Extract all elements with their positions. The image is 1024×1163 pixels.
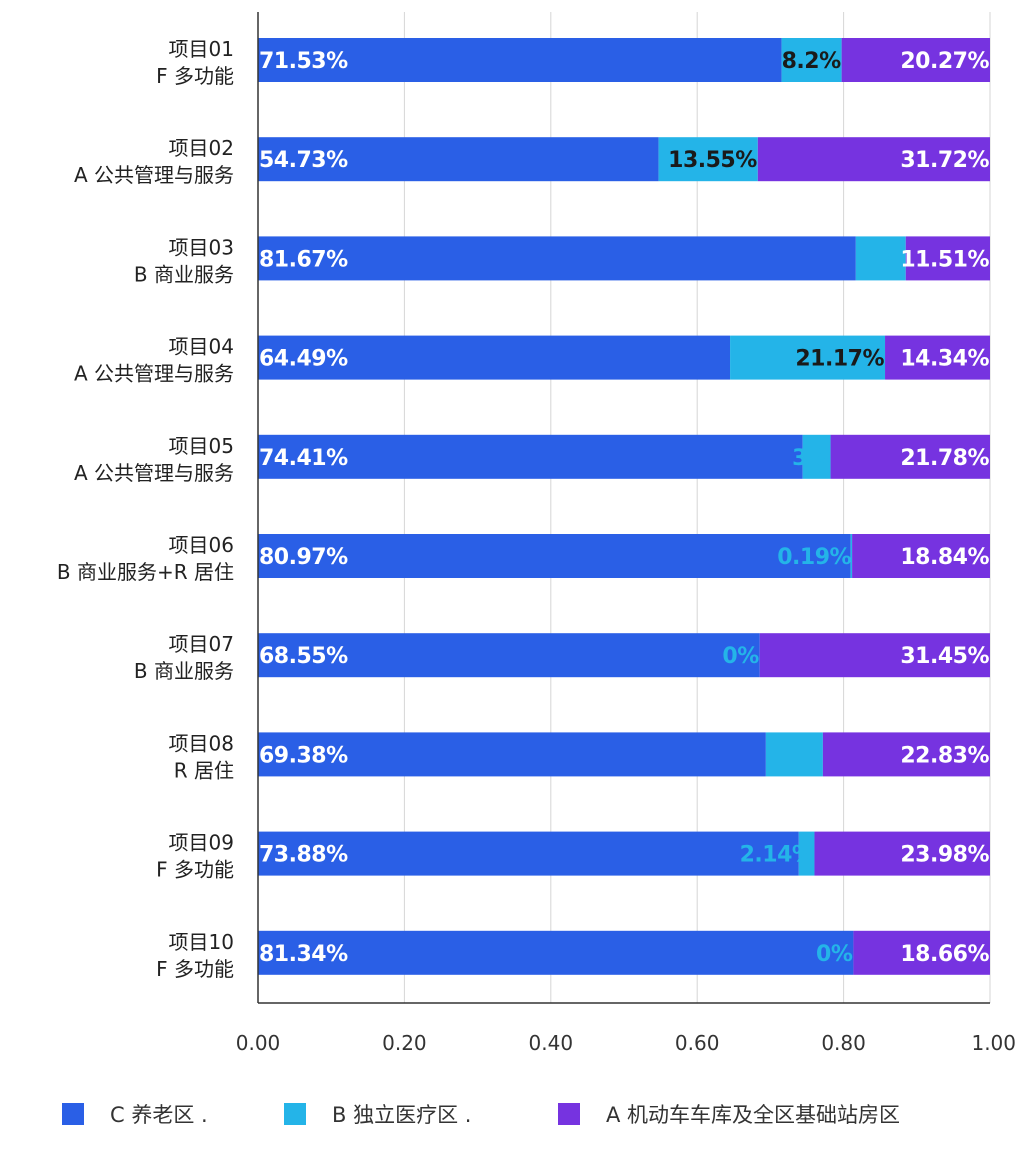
bar-segment bbox=[759, 633, 990, 678]
category-label: A 公共管理与服务 bbox=[74, 163, 234, 187]
category-label: 项目08 bbox=[169, 731, 234, 755]
bar-segment bbox=[841, 38, 990, 82]
category-label: 项目06 bbox=[169, 533, 234, 557]
bar-segment bbox=[798, 831, 815, 876]
category-label: B 商业服务 bbox=[134, 262, 234, 286]
bar-segment bbox=[802, 434, 831, 479]
category-label: 项目02 bbox=[169, 136, 234, 160]
data-label: 64.49% bbox=[259, 347, 348, 372]
x-tick-label: 1.00 bbox=[971, 1031, 1016, 1055]
x-tick-label: 0.20 bbox=[382, 1031, 427, 1055]
data-label: 2.14% bbox=[740, 843, 814, 868]
bar-segment bbox=[258, 534, 851, 578]
bar-segment bbox=[765, 732, 823, 777]
category-label: F 多功能 bbox=[156, 957, 234, 981]
data-label: 74.41% bbox=[259, 446, 348, 471]
category-label: A 公共管理与服务 bbox=[74, 362, 234, 386]
data-label: 80.97% bbox=[259, 545, 348, 570]
data-label: 7 bbox=[807, 743, 822, 768]
data-label: 31.45% bbox=[900, 644, 989, 669]
data-label: 71.53% bbox=[259, 49, 348, 74]
bar-segment bbox=[258, 137, 659, 182]
data-label: 81.67% bbox=[259, 247, 348, 272]
bar-segment bbox=[850, 534, 853, 578]
bar-segment bbox=[258, 831, 799, 876]
bar-segment bbox=[822, 732, 990, 777]
bar-segment bbox=[258, 633, 760, 678]
category-label: B 商业服务 bbox=[134, 659, 234, 683]
category-label: 项目07 bbox=[169, 632, 234, 656]
x-tick-label: 0.00 bbox=[236, 1031, 281, 1055]
bar-segment bbox=[658, 137, 758, 182]
category-label: 项目05 bbox=[169, 434, 234, 458]
data-label: 0% bbox=[722, 644, 759, 669]
bar-segment bbox=[258, 236, 856, 281]
data-label: 22.83% bbox=[900, 743, 989, 768]
category-label: F 多功能 bbox=[156, 64, 234, 88]
category-label: B 商业服务+R 居住 bbox=[57, 560, 234, 584]
bar-segment bbox=[258, 335, 731, 380]
legend-swatch bbox=[284, 1103, 306, 1125]
data-label: 0% bbox=[816, 942, 853, 967]
legend-swatch bbox=[558, 1103, 580, 1125]
data-label: 21.78% bbox=[900, 446, 989, 471]
bar-segment bbox=[852, 534, 990, 578]
category-label: F 多功能 bbox=[156, 858, 234, 882]
legend-swatch bbox=[62, 1103, 84, 1125]
bar-segment bbox=[258, 732, 766, 777]
bar-segment bbox=[853, 930, 990, 975]
data-label: 31.72% bbox=[900, 148, 989, 173]
data-label: 18.66% bbox=[900, 942, 989, 967]
data-label: 0.19% bbox=[777, 545, 851, 570]
x-tick-label: 0.40 bbox=[529, 1031, 574, 1055]
category-label: R 居住 bbox=[174, 758, 234, 782]
data-label: 11.51% bbox=[900, 247, 989, 272]
x-tick-label: 0.80 bbox=[821, 1031, 866, 1055]
data-label: 81.34% bbox=[259, 942, 348, 967]
category-label: 项目04 bbox=[169, 335, 234, 359]
category-label: 项目09 bbox=[169, 831, 234, 855]
bar-segment bbox=[730, 335, 886, 380]
data-label: 69.38% bbox=[259, 743, 348, 768]
data-label: 20.27% bbox=[900, 49, 989, 74]
bar-segment bbox=[258, 930, 854, 975]
data-label: 21.17% bbox=[795, 347, 884, 372]
data-label: 3.8 bbox=[792, 446, 829, 471]
category-label: 项目10 bbox=[169, 930, 234, 954]
data-label: 14.34% bbox=[900, 347, 989, 372]
data-label: 18.84% bbox=[900, 545, 989, 570]
bar-segment bbox=[855, 236, 906, 281]
data-label: 23.98% bbox=[900, 843, 989, 868]
legend-label: B 独立医疗区 . bbox=[332, 1103, 471, 1127]
category-label: 项目03 bbox=[169, 235, 234, 259]
data-label: 68.55% bbox=[259, 644, 348, 669]
data-label: 73.88% bbox=[259, 843, 348, 868]
bar-segment bbox=[830, 434, 990, 479]
bar-segment bbox=[757, 137, 990, 182]
category-label: 项目01 bbox=[169, 37, 234, 61]
data-label: 13.55% bbox=[668, 148, 757, 173]
data-label: 8.2% bbox=[782, 49, 841, 74]
legend-label: C 养老区 . bbox=[110, 1103, 208, 1127]
bar-segment bbox=[814, 831, 990, 876]
x-tick-label: 0.60 bbox=[675, 1031, 720, 1055]
bar-segment bbox=[905, 236, 990, 281]
bar-segment bbox=[258, 434, 803, 479]
bar-segment bbox=[258, 38, 782, 82]
legend-label: A 机动车车库及全区基础站房区 bbox=[606, 1103, 900, 1127]
category-label: A 公共管理与服务 bbox=[74, 461, 234, 485]
bar-segment bbox=[885, 335, 990, 380]
data-label: 6. bbox=[882, 247, 905, 272]
data-label: 54.73% bbox=[259, 148, 348, 173]
bar-segment bbox=[781, 38, 842, 82]
